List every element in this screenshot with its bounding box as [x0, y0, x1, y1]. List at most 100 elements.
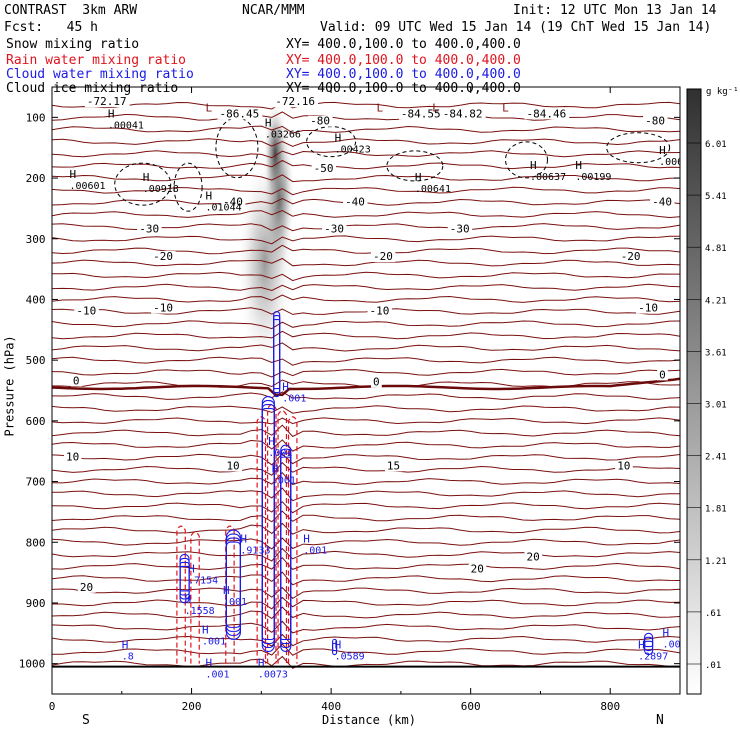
extremum-marker: H [188, 563, 195, 576]
field-label-rain: Rain water mixing ratio [6, 53, 187, 68]
temperature-label: -20 [373, 250, 393, 263]
colorbar-tick-label: 5.41 [705, 192, 727, 202]
temperature-label: 10 [226, 459, 239, 472]
isotherm-line [52, 633, 680, 647]
extremum-marker: H [143, 171, 150, 184]
isotherm-line [52, 471, 680, 486]
temperature-label: -30 [139, 223, 159, 236]
field-xy-cloud-ice: XY= 400.0,100.0 to 400.0,400.0 [286, 81, 521, 96]
y-tick-label: 1000 [19, 658, 46, 671]
extremum-marker: H [240, 532, 247, 545]
isotherm-line [52, 235, 680, 245]
colorbar-tick-label: 2.41 [705, 453, 727, 463]
rain-water-contour [176, 525, 186, 664]
temperature-label: -20 [621, 250, 641, 263]
isotherm-line [52, 356, 680, 366]
isotherm-line [52, 320, 680, 330]
field-xy-rain: XY= 400.0,100.0 to 400.0,400.0 [286, 53, 521, 68]
temperature-label: -84.55 [401, 107, 441, 120]
cloud-water-contour [225, 541, 241, 628]
temperature-label: -50 [314, 162, 334, 175]
cloud-water-contour [644, 640, 654, 648]
model-title: CONTRAST 3km ARW [4, 3, 138, 18]
temperature-label: -30 [450, 223, 470, 236]
isotherm-line [52, 547, 680, 562]
extremum-value: .001 [268, 448, 292, 459]
isotherm-line [52, 209, 680, 219]
extremum-marker: H [659, 144, 666, 157]
extremum-value: .0069 [659, 157, 689, 168]
rain-water-contour [287, 416, 298, 664]
isotherm-line [52, 342, 680, 352]
extremum-marker: H [122, 638, 129, 651]
extremum-marker: H [206, 189, 213, 202]
isotherm-line [52, 510, 680, 523]
contour-label-bg [151, 302, 176, 314]
temperature-label: 0 [373, 376, 380, 389]
isotherm-line [52, 655, 680, 669]
colorbar-tick-label: 3.01 [705, 401, 727, 411]
contour-label-bg [308, 115, 333, 127]
extremum-marker: H [530, 159, 537, 172]
extremum-marker: H [663, 626, 670, 639]
contour-label-bg [224, 460, 243, 472]
y-tick-label: 500 [26, 354, 46, 367]
temperature-label: -40 [652, 195, 672, 208]
temperature-label: -84.46 [526, 107, 566, 120]
temperature-label: 20 [471, 563, 484, 576]
isotherm-line [52, 111, 680, 121]
isotherm-line [52, 417, 680, 425]
extremum-marker: H [202, 623, 209, 636]
isotherm-line [52, 368, 680, 378]
contour-label-bg [384, 460, 403, 472]
isotherm-line [52, 283, 680, 292]
isotherm-line [52, 522, 680, 535]
isotherm-line [52, 138, 680, 147]
colorbar-unit: g kg⁻¹ [706, 87, 739, 97]
isotherm-line [52, 571, 680, 586]
cloud-ice-contour [114, 162, 172, 206]
colorbar-tick-label: 6.01 [705, 140, 727, 150]
x-tick-label: 0 [49, 700, 56, 713]
field-label-cloud-ice: Cloud ice mixing ratio [6, 81, 179, 96]
contour-label-bg [524, 108, 570, 120]
isotherm-line [52, 125, 680, 134]
contour-label-bg [322, 223, 347, 235]
temperature-label: -10 [369, 305, 389, 318]
cloud-ice-contour [504, 141, 548, 179]
cloud-water-contour [179, 565, 190, 592]
extremum-value: .00423 [335, 145, 371, 156]
temperature-label: -86.45 [219, 107, 259, 120]
isotherm-line [52, 150, 680, 159]
isotherm-line [52, 643, 680, 656]
colorbar-tick-label: .61 [705, 609, 721, 619]
temperature-label: 0 [73, 374, 80, 387]
isotherm-line [52, 620, 680, 634]
isotherm-line [52, 330, 680, 340]
field-xy-cloud-water: XY= 400.0,100.0 to 400.0,400.0 [286, 67, 521, 82]
extremum-value: .00918 [143, 184, 179, 195]
extremum-value: .001 [272, 475, 296, 486]
extremum-value: .9133 [240, 545, 270, 556]
colorbar-tick-label: 4.81 [705, 244, 727, 254]
extremum-value: .001 [303, 545, 327, 556]
colorbar-tick-label: .01 [705, 661, 721, 671]
isotherm-line [52, 159, 680, 170]
isotherm-line [52, 501, 680, 514]
extremum-marker: H [258, 657, 265, 670]
x-axis-label: Distance (km) [322, 713, 416, 727]
contour-label-bg [220, 196, 246, 208]
isotherm-line [52, 586, 680, 600]
contour-label-bg [84, 96, 130, 108]
rain-water-contour [277, 410, 288, 664]
extremum-value: .03266 [265, 129, 301, 140]
init-time: Init: 12 UTC Mon 13 Jan 14 [513, 3, 717, 18]
extremum-marker: H [272, 462, 279, 475]
contour-label-bg [615, 460, 633, 472]
y-tick-label: 800 [26, 536, 46, 549]
cloud-water-contour [332, 642, 338, 652]
x-tick-label: 400 [321, 700, 341, 713]
contour-label-bg [657, 369, 668, 381]
temperature-label: 20 [526, 550, 539, 563]
